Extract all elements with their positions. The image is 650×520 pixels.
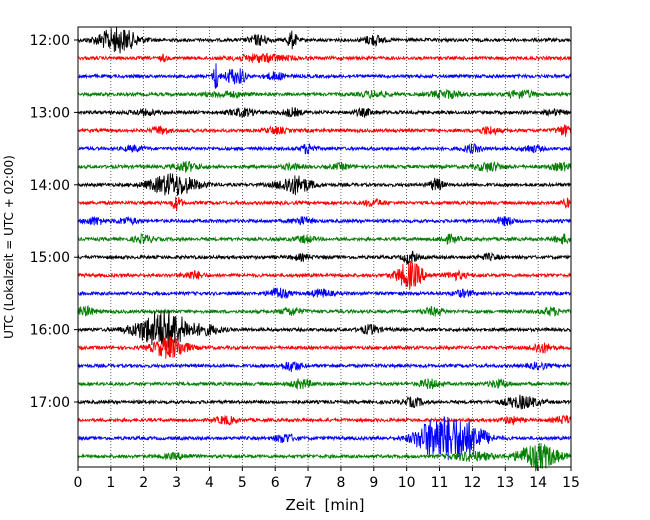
x-tick-label: 0 <box>74 475 83 491</box>
trace-1 <box>77 52 572 64</box>
y-tick-label: 14:00 <box>30 178 70 194</box>
trace-10 <box>77 216 572 227</box>
x-tick-label: 9 <box>369 475 378 491</box>
trace-23 <box>77 442 572 472</box>
x-tick-label: 7 <box>304 475 313 491</box>
x-tick-label: 15 <box>562 475 580 491</box>
trace-13 <box>77 260 572 290</box>
trace-7 <box>77 160 572 173</box>
x-axis-ticks: 0 1 2 3 4 5 6 7 8 9 10 11 12 13 14 15 <box>74 467 580 491</box>
x-tick-label: 14 <box>529 475 547 491</box>
trace-12 <box>77 250 572 265</box>
y-tick-label: 16:00 <box>30 323 70 339</box>
trace-16 <box>77 310 572 348</box>
x-tick-label: 11 <box>431 475 449 491</box>
trace-3 <box>77 88 572 100</box>
trace-17 <box>77 336 572 359</box>
trace-22 <box>77 415 572 461</box>
x-tick-label: 13 <box>496 475 514 491</box>
trace-5 <box>77 124 572 137</box>
x-tick-label: 4 <box>205 475 214 491</box>
minute-gridlines <box>110 27 539 467</box>
x-tick-label: 10 <box>398 475 416 491</box>
x-tick-label: 3 <box>172 475 181 491</box>
y-tick-label: 12:00 <box>30 33 70 49</box>
trace-15 <box>77 304 572 317</box>
y-tick-label: 13:00 <box>30 105 70 121</box>
trace-20 <box>77 394 572 410</box>
trace-6 <box>77 143 572 155</box>
x-tick-label: 8 <box>336 475 345 491</box>
trace-14 <box>77 287 572 299</box>
trace-11 <box>77 232 572 246</box>
x-axis-label: Zeit [min] <box>285 496 364 514</box>
x-tick-label: 12 <box>463 475 481 491</box>
y-axis-label: UTC (Lokalzeit = UTC + 02:00) <box>2 155 16 339</box>
x-tick-label: 1 <box>106 475 115 491</box>
x-tick-label: 5 <box>238 475 247 491</box>
trace-9 <box>77 196 572 212</box>
trace-21 <box>77 414 572 426</box>
trace-0 <box>77 26 572 54</box>
y-tick-label: 15:00 <box>30 250 70 266</box>
plot-frame <box>77 26 572 468</box>
y-tick-label: 17:00 <box>30 395 70 411</box>
trace-4 <box>77 106 572 119</box>
trace-18 <box>77 360 572 373</box>
trace-2 <box>77 63 572 89</box>
y-axis-ticks: 12:00 13:00 14:00 15:00 16:00 17:00 <box>30 33 78 411</box>
seismic-traces <box>77 26 572 472</box>
trace-8 <box>77 173 572 196</box>
trace-19 <box>77 377 572 391</box>
x-tick-label: 6 <box>271 475 280 491</box>
x-tick-label: 2 <box>139 475 148 491</box>
